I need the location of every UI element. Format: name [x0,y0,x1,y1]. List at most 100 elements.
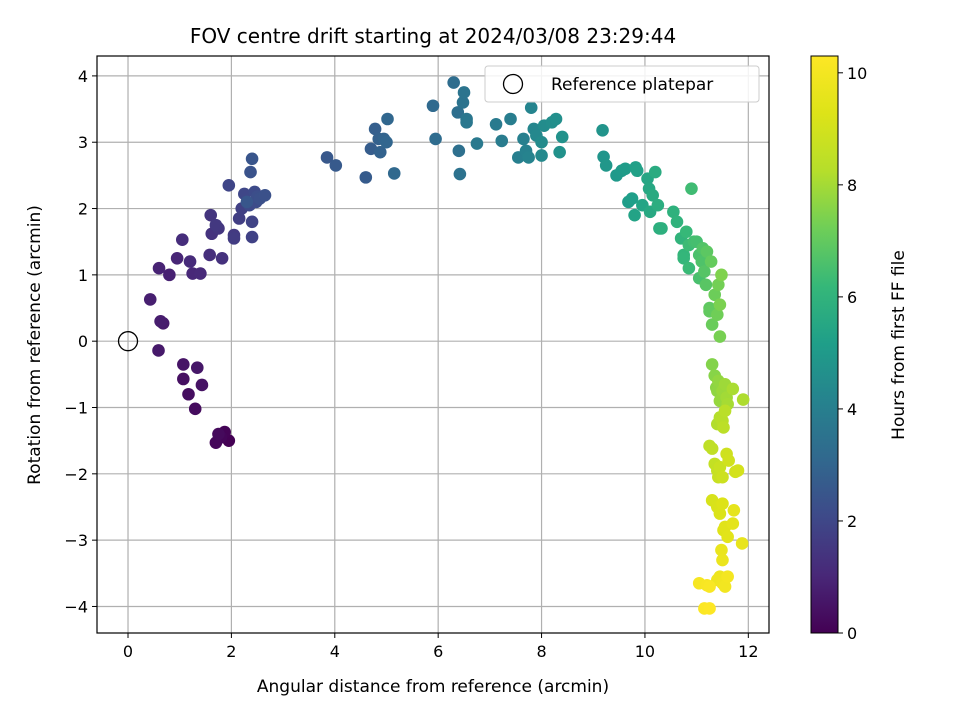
data-point [713,507,727,520]
data-point [705,318,719,331]
chart-title: FOV centre drift starting at 2024/03/08 … [190,24,676,48]
x-axis-ticks: 0 2 4 6 8 10 12 [123,633,759,661]
data-point [708,288,722,302]
data-point [599,159,613,172]
data-point [713,460,727,474]
data-point [727,504,741,517]
data-point [329,159,343,172]
data-point [549,112,563,126]
data-point [731,464,745,477]
data-point [227,232,241,245]
data-point [596,123,609,137]
data-point [387,167,401,180]
data-point [359,171,373,184]
data-point [373,145,387,159]
data-point [170,251,184,265]
data-point [715,268,728,282]
legend-box [484,65,760,103]
data-point [215,251,229,265]
data-point [258,188,272,202]
data-point [713,298,727,312]
x-tick-label: 10 [635,642,655,661]
data-point [504,112,517,126]
data-point [222,179,236,192]
data-point [245,152,259,166]
y-tick-label: 0 [78,332,88,351]
data-point [320,151,334,164]
y-axis-label: Rotation from reference (arcmin) [25,205,45,485]
data-point [240,195,254,209]
data-point [244,165,257,179]
data-point [209,218,223,232]
data-point [460,116,473,129]
y-tick-label: 1 [78,266,88,285]
colorbar: 0 2 4 6 8 10 Hours from first FF file [810,55,909,643]
data-point [655,222,668,235]
data-point [368,122,382,136]
data-point [152,344,165,357]
data-point [718,580,732,593]
data-point [495,134,509,148]
legend-entry-reference: Reference platepar [551,75,713,95]
data-point [152,261,166,275]
data-point [553,145,566,159]
colorbar-tick-label: 10 [847,64,867,83]
data-point [183,255,197,268]
y-tick-label: −2 [64,465,88,484]
legend: Reference platepar [484,65,760,103]
data-point [703,580,716,593]
data-point [682,261,696,275]
data-point [646,188,659,202]
data-point [190,361,204,375]
x-axis-label: Angular distance from reference (arcmin) [257,677,609,697]
data-point [670,215,684,229]
data-point [447,76,460,89]
data-point [517,132,530,146]
y-axis-ticks: −4 −3 −2 −1 0 1 2 3 4 [64,67,97,616]
data-point [535,149,548,162]
data-point [232,212,246,225]
data-point [212,427,225,441]
data-point [195,378,209,392]
data-point [452,144,466,158]
data-point [618,162,632,176]
y-tick-label: −3 [64,531,88,550]
x-tick-label: 12 [738,642,758,661]
data-point [203,248,216,262]
colorbar-tick-label: 8 [847,176,857,195]
data-point [721,570,734,583]
data-point [177,372,190,386]
data-point [679,225,693,239]
data-point [726,517,740,530]
data-point [716,553,729,567]
data-point [524,101,538,115]
data-point [380,135,393,149]
data-point [245,215,259,229]
data-point [426,99,440,113]
reference-point-marker [117,331,139,352]
x-tick-label: 8 [536,642,546,661]
data-point [698,265,711,278]
plot-frame [96,55,770,634]
data-point [717,421,730,434]
data-point [703,602,716,615]
y-tick-label: 2 [78,200,88,219]
data-point [628,208,641,222]
data-point [625,192,639,205]
data-point [735,537,749,550]
data-point [204,208,218,222]
data-point [245,230,259,244]
colorbar-tick-label: 4 [847,400,857,419]
colorbar-tick-label: 0 [847,624,857,643]
data-point [648,165,662,179]
legend-marker-icon [502,73,524,95]
data-point [456,96,470,109]
data-point [677,251,691,265]
colorbar-ticks: 0 2 4 6 8 10 [838,64,867,643]
data-point [712,278,725,292]
colorbar-tick-label: 6 [847,288,857,307]
data-point [535,135,548,149]
data-point [716,497,729,510]
colorbar-gradient [811,56,838,633]
